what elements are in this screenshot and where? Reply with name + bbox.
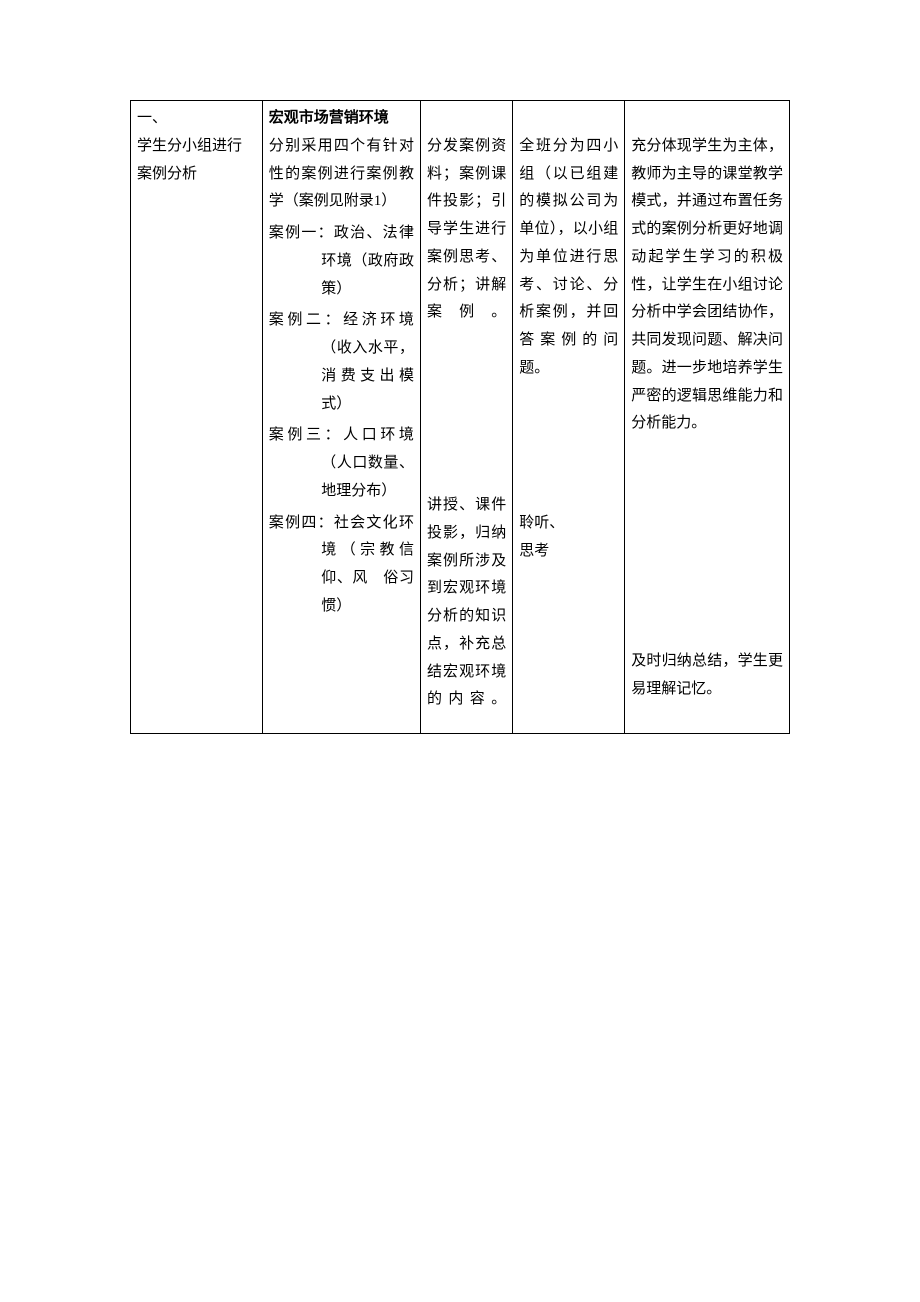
design-intent-b: 及时归纳总结，学生更易理解记忆。: [631, 648, 783, 704]
case-item: 案例三：人口环境（人口数量、地理分布）: [269, 422, 414, 505]
cell-design-intent: 充分体现学生为主体，教师为主导的课堂教学模式，并通过布置任务式的案例分析更好地调…: [625, 101, 790, 734]
case-text: 社会文化环境（宗教信仰、风 俗习惯）: [321, 515, 414, 614]
case-item: 案例一：政治、法律环境（政府政策）: [269, 220, 414, 303]
student-activity-b-line2: 思考: [519, 538, 618, 566]
case-label: 案例一：: [269, 225, 334, 241]
content-intro: 分别采用四个有针对性的案例进行案例教学（案例见附录1）: [269, 133, 414, 216]
student-activity-b-line1: 聆听、: [519, 510, 618, 538]
table-row: 一、 学生分小组进行案例分析 宏观市场营销环境 分别采用四个有针对性的案例进行案…: [131, 101, 790, 734]
lesson-plan-table: 一、 学生分小组进行案例分析 宏观市场营销环境 分别采用四个有针对性的案例进行案…: [130, 100, 790, 734]
section-number: 一、: [137, 105, 256, 133]
case-text: 政治、法律环境（政府政策）: [321, 225, 414, 297]
section-heading: 学生分小组进行案例分析: [137, 133, 256, 189]
cell-student-activity: 全班分为四小组（以已组建的模拟公司为单位），以小组为单位进行思考、讨论、分析案例…: [513, 101, 625, 734]
cell-teacher-activity: 分发案例资料；案例课件投影；引导学生进行案例思考、分析；讲解案例。 讲授、课件投…: [420, 101, 512, 734]
teacher-activity-a: 分发案例资料；案例课件投影；引导学生进行案例思考、分析；讲解案例。: [427, 133, 506, 327]
case-label: 案例二：: [269, 312, 343, 328]
case-label: 案例四：: [269, 515, 334, 531]
teacher-activity-b: 讲授、课件投影，归纳案例所涉及到宏观环境分析的知识点，补充总结宏观环境的内容。: [427, 492, 506, 714]
case-label: 案例三：: [269, 427, 343, 443]
content-title: 宏观市场营销环境: [269, 105, 414, 133]
cell-section-title: 一、 学生分小组进行案例分析: [131, 101, 263, 734]
student-activity-a: 全班分为四小组（以已组建的模拟公司为单位），以小组为单位进行思考、讨论、分析案例…: [519, 133, 618, 383]
design-intent-a: 充分体现学生为主体，教师为主导的课堂教学模式，并通过布置任务式的案例分析更好地调…: [631, 133, 783, 438]
case-item: 案例二：经济环境（收入水平，消费支出模式）: [269, 307, 414, 418]
cell-content: 宏观市场营销环境 分别采用四个有针对性的案例进行案例教学（案例见附录1） 案例一…: [262, 101, 420, 734]
case-item: 案例四：社会文化环境（宗教信仰、风 俗习惯）: [269, 510, 414, 621]
